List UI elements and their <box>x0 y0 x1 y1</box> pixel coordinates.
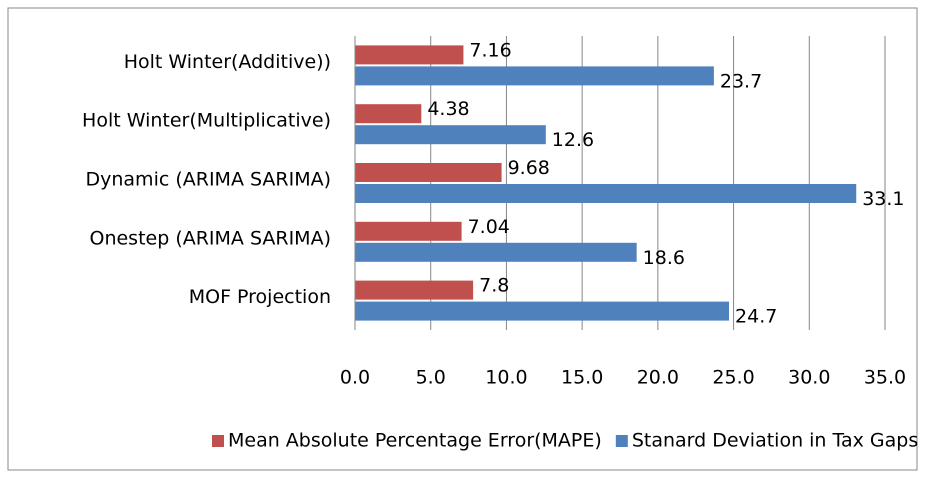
y-tick-label: Holt Winter(Multiplicative) <box>82 110 331 132</box>
bar <box>355 163 502 182</box>
data-label: 18.6 <box>643 247 685 269</box>
bar <box>355 301 730 321</box>
data-label: 4.38 <box>427 98 469 120</box>
bar <box>355 242 637 262</box>
x-tick-label: 35.0 <box>864 367 906 389</box>
bar <box>355 66 714 86</box>
bar <box>355 104 422 124</box>
x-tick-label: 15.0 <box>561 367 603 389</box>
data-label: 7.8 <box>479 275 509 297</box>
x-tick-label: 25.0 <box>712 367 754 389</box>
data-label: 33.1 <box>862 188 904 210</box>
x-tick-label: 5.0 <box>416 367 446 389</box>
x-tick-label: 30.0 <box>788 367 830 389</box>
bar <box>355 221 462 241</box>
bar <box>355 125 546 145</box>
legend-swatch <box>212 435 224 447</box>
data-label: 9.68 <box>508 157 550 179</box>
y-tick-label: Dynamic (ARIMA SARIMA) <box>86 169 332 191</box>
data-label: 7.04 <box>468 216 510 238</box>
data-label: 24.7 <box>735 306 777 328</box>
bar <box>355 280 474 300</box>
data-label: 12.6 <box>552 129 594 151</box>
data-label: 23.7 <box>720 70 762 92</box>
bar <box>355 45 464 65</box>
x-tick-label: 0.0 <box>340 367 370 389</box>
legend-label: Mean Absolute Percentage Error(MAPE) <box>228 430 602 452</box>
y-tick-label: Holt Winter(Additive)) <box>124 51 331 73</box>
legend-swatch <box>615 435 628 447</box>
bar <box>355 184 857 203</box>
x-tick-label: 10.0 <box>485 367 527 389</box>
legend-label: Stanard Deviation in Tax Gaps <box>632 430 918 452</box>
y-tick-label: Onestep (ARIMA SARIMA) <box>90 227 332 249</box>
data-label: 7.16 <box>469 39 511 61</box>
x-tick-label: 20.0 <box>637 367 679 389</box>
y-tick-label: MOF Projection <box>189 286 331 308</box>
